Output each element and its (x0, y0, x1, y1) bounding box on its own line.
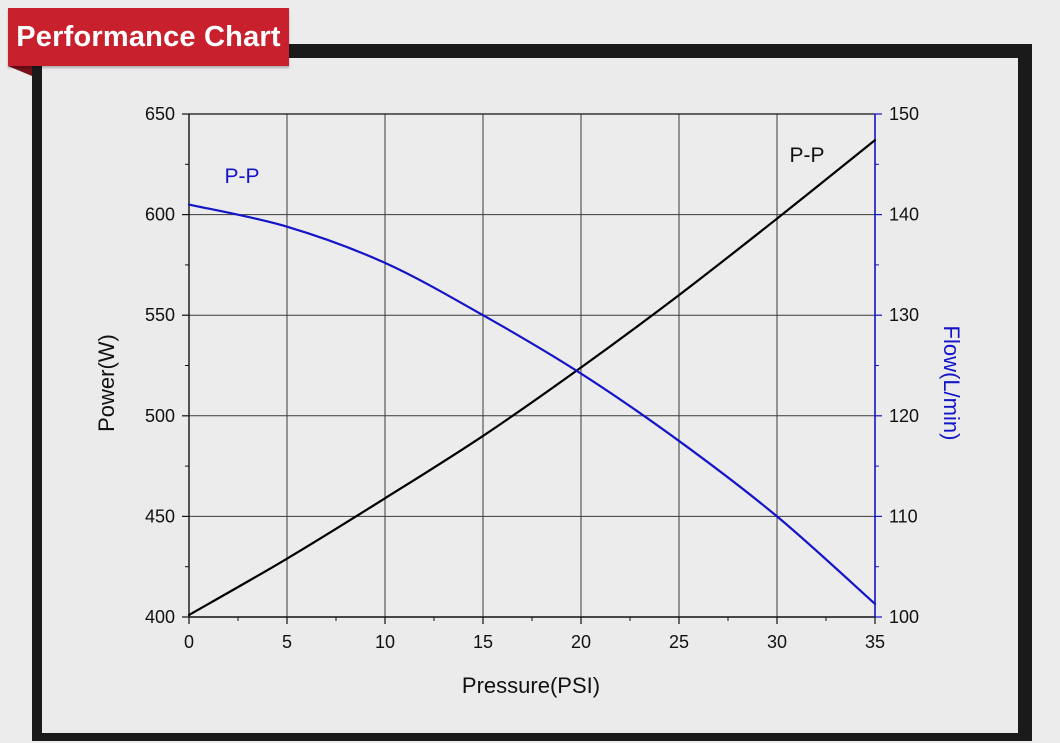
plot-area (189, 114, 875, 617)
x-tick-label: 25 (669, 632, 689, 652)
x-tick-label: 10 (375, 632, 395, 652)
y2-tick-label: 110 (889, 506, 918, 526)
y2-tick-label: 130 (889, 305, 919, 325)
y-tick-label: 400 (145, 607, 175, 627)
y-tick-label: 650 (145, 104, 175, 124)
x-tick-label: 35 (865, 632, 885, 652)
banner-title: Performance Chart (16, 20, 281, 53)
x-tick-label: 0 (184, 632, 194, 652)
x-tick-label: 30 (767, 632, 787, 652)
label-layer: Pressure(PSI) Power(W) Flow(L/min) P-P P… (94, 144, 964, 698)
x-tick-label: 15 (473, 632, 493, 652)
series-label-power: P-P (789, 144, 824, 167)
y2-tick-label: 140 (889, 205, 919, 225)
y2-tick-label: 150 (889, 104, 919, 124)
y-axis-label: Power(W) (94, 334, 119, 432)
chart-banner: Performance Chart (8, 8, 289, 66)
y2-axis-label: Flow(L/min) (939, 326, 964, 441)
x-tick-label: 5 (282, 632, 292, 652)
banner-fold (8, 66, 32, 76)
y-tick-label: 500 (145, 406, 175, 426)
series-layer (187, 139, 877, 617)
grid-layer (189, 114, 875, 617)
power-series-line (187, 139, 877, 617)
y-tick-label: 600 (145, 205, 175, 225)
x-tick-label: 20 (571, 632, 591, 652)
axis-layer: 0 5 10 15 20 25 30 35 400 450 500 550 600 650 100 110 12… (145, 104, 919, 652)
series-label-flow: P-P (224, 165, 259, 188)
flow-series-line (187, 203, 877, 606)
y2-tick-label: 100 (889, 607, 919, 627)
y-tick-label: 550 (145, 305, 175, 325)
y2-tick-label: 120 (889, 406, 919, 426)
x-axis-label: Pressure(PSI) (462, 673, 600, 698)
y-tick-label: 450 (145, 506, 175, 526)
